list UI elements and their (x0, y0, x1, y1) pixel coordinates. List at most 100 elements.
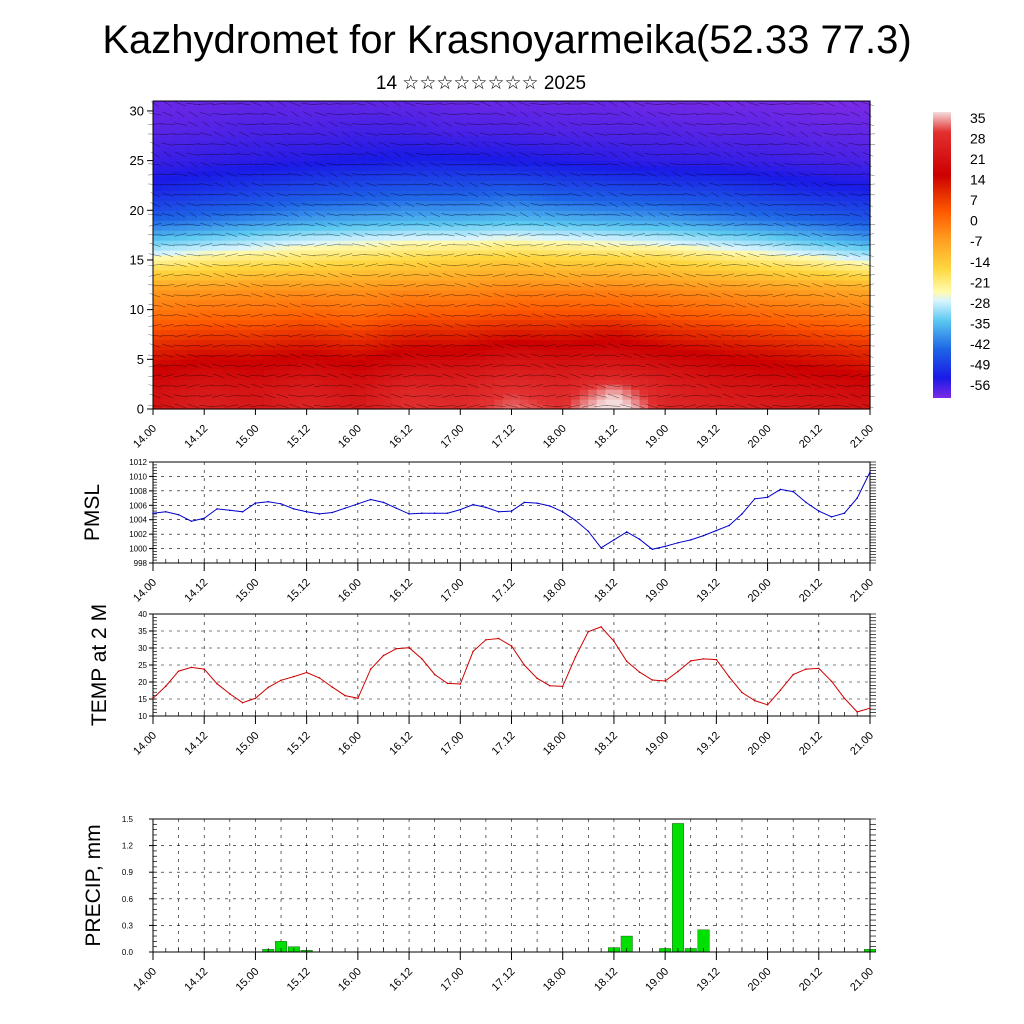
temperature-cell (383, 175, 393, 182)
temperature-cell (272, 200, 282, 206)
temperature-cell (502, 185, 513, 192)
temperature-cell (690, 150, 700, 157)
temperature-cell (596, 205, 606, 211)
temperature-cell (537, 250, 547, 256)
temperature-cell (648, 319, 658, 326)
temperature-cell (298, 344, 308, 350)
temperature-cell (818, 284, 828, 291)
temperature-cell (613, 110, 624, 117)
temperature-cell (357, 175, 367, 182)
temperature-cell (520, 349, 530, 355)
temperature-cell (289, 264, 299, 271)
temperature-cell (392, 240, 402, 246)
temperature-cell (690, 125, 700, 132)
temperature-cell (588, 255, 598, 261)
temperature-cell (613, 190, 624, 196)
temperature-cell (673, 369, 683, 375)
temperature-cell (767, 180, 777, 187)
temperature-cell (622, 369, 632, 375)
temperature-cell (340, 319, 350, 326)
temperature-cell (528, 299, 538, 306)
temperature-cell (153, 250, 163, 256)
temperature-cell (383, 240, 393, 246)
temperature-cell (810, 105, 820, 112)
temperature-cell (204, 314, 214, 321)
temperature-cell (417, 185, 427, 192)
temperature-cell (349, 130, 359, 137)
temperature-cell (272, 145, 282, 152)
temperature-cell (229, 170, 239, 177)
temperature-cell (494, 284, 504, 291)
temperature-cell (554, 135, 564, 142)
temperature-cell (545, 354, 555, 360)
temperature-cell (665, 354, 675, 360)
temperature-cell (690, 230, 700, 236)
temperature-cell (383, 264, 393, 271)
temperature-cell (759, 235, 769, 241)
temperature-cell (221, 269, 231, 276)
temperature-cell (613, 289, 624, 296)
temperature-cell (502, 354, 513, 360)
temperature-cell (170, 354, 180, 360)
temperature-cell (221, 369, 231, 375)
temperature-cell (759, 284, 769, 291)
temperature-cell (656, 145, 666, 152)
temperature-cell (315, 175, 325, 182)
temperature-cell (409, 210, 419, 216)
temperature-cell (263, 185, 274, 192)
temperature-cell (622, 294, 632, 301)
temperature-cell (263, 324, 274, 331)
temperature-cell (451, 230, 461, 236)
temperature-cell (477, 185, 487, 192)
temperature-cell (153, 255, 163, 261)
temperature-cell (212, 354, 222, 360)
temperature-cell (195, 259, 205, 266)
temperature-cell (554, 389, 564, 395)
temperature-cell (716, 195, 726, 201)
temperature-cell (178, 324, 188, 331)
temperature-cell (750, 165, 760, 172)
temperature-cell (409, 235, 419, 241)
temperature-cell (204, 125, 214, 132)
temperature-cell (366, 150, 376, 157)
temperature-cell (690, 145, 700, 152)
temperature-cell (383, 210, 393, 216)
temperature-cell (759, 364, 769, 370)
temperature-cell (648, 364, 658, 370)
temperature-cell (255, 175, 265, 182)
temperature-cell (306, 364, 316, 370)
temperature-cell (451, 140, 461, 147)
temperature-cell (468, 190, 478, 196)
temperature-cell (417, 135, 427, 142)
temperature-cell (605, 250, 615, 256)
temperature-cell (648, 180, 658, 187)
temperature-cell (306, 235, 316, 241)
temperature-cell (810, 394, 820, 400)
temperature-cell (801, 309, 811, 316)
temperature-cell (818, 175, 828, 182)
temperature-cell (281, 389, 291, 395)
temperature-cell (349, 115, 359, 122)
temperature-cell (665, 190, 675, 196)
temperature-cell (357, 269, 367, 276)
temperature-cell (332, 394, 342, 400)
temperature-cell (554, 399, 564, 405)
temperature-cell (460, 190, 470, 196)
temperature-cell (434, 264, 444, 271)
temperature-cell (631, 319, 641, 326)
temperature-cell (263, 125, 274, 132)
temperature-cell (426, 309, 436, 316)
temperature-cell (315, 101, 325, 107)
temperature-cell (631, 225, 641, 231)
temperature-cell (793, 155, 803, 162)
temperature-cell (366, 354, 376, 360)
temperature-cell (588, 105, 598, 112)
temperature-cell (622, 329, 632, 336)
temperature-cell (750, 150, 760, 157)
temperature-cell (511, 274, 521, 281)
temperature-cell (562, 215, 572, 221)
temperature-cell (554, 200, 564, 206)
temperature-cell (323, 195, 333, 201)
temperature-cell (229, 279, 239, 286)
temperature-cell (707, 145, 717, 152)
